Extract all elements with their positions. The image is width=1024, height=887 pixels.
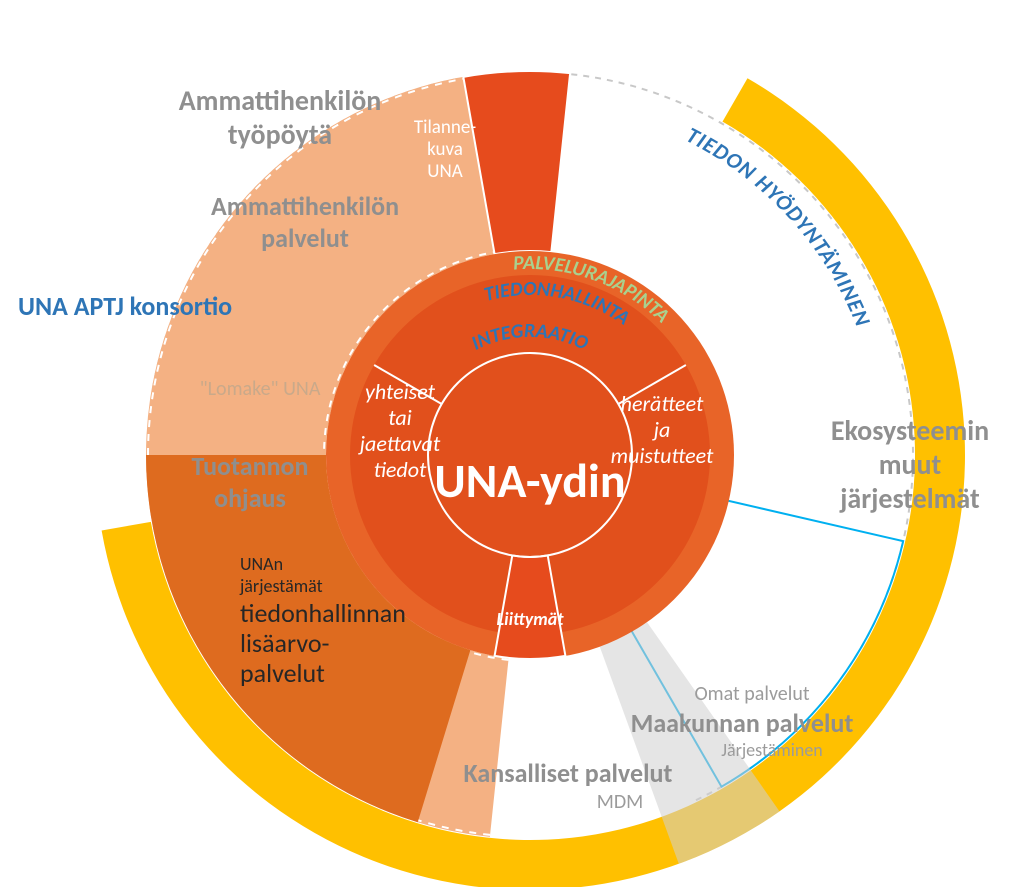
svg-text:UNAn: UNAn bbox=[240, 553, 283, 575]
tilanne-label: kuva bbox=[427, 138, 463, 161]
tuotannon-label: ohjaus bbox=[214, 482, 286, 514]
core-left-list: tai bbox=[388, 404, 411, 431]
ammatti-palvelut: Ammattihenkilön bbox=[211, 190, 399, 222]
core-left-list: tiedot bbox=[374, 456, 427, 483]
kansalliset-label: Kansalliset palvelut bbox=[464, 757, 673, 789]
tilanne-label: UNA bbox=[427, 160, 462, 183]
maakunnan-label: Maakunnan palvelut bbox=[631, 707, 854, 739]
mdm-label: MDM bbox=[597, 790, 644, 814]
core-right-list: muistutteet bbox=[611, 442, 714, 469]
lomake-label: "Lomake" UNA bbox=[200, 377, 321, 401]
core-right-list: herätteet bbox=[621, 390, 704, 417]
core-right-list: ja bbox=[652, 416, 671, 443]
core-title: UNA-ydin bbox=[434, 451, 625, 510]
tilanne-label: Tilanne- bbox=[414, 116, 476, 139]
tuotannon-label: Tuotannon bbox=[192, 450, 309, 482]
svg-text:palvelut: palvelut bbox=[240, 657, 325, 689]
core-left-list: yhteiset bbox=[365, 378, 436, 405]
ekosys-label: muut bbox=[879, 447, 942, 482]
omat-label: Omat palvelut bbox=[694, 682, 809, 706]
svg-text:tiedonhallinnan: tiedonhallinnan bbox=[240, 597, 406, 629]
ammatti-tyopoyta: työpöytä bbox=[228, 117, 332, 152]
svg-text:järjestämät: järjestämät bbox=[239, 575, 323, 597]
ekosys-label: Ekosysteemin bbox=[831, 413, 989, 448]
svg-text:lisäarvo-: lisäarvo- bbox=[240, 627, 330, 659]
jarjestaminen-label: Järjestäminen bbox=[721, 739, 823, 761]
core-left-list: jaettavat bbox=[358, 430, 441, 457]
una-diagram: INTEGRAATIOTIEDONHALLINTAPALVELURAJAPINT… bbox=[0, 0, 1024, 887]
ammatti-palvelut: palvelut bbox=[261, 222, 349, 254]
aptj-label: UNA APTJ konsortio bbox=[18, 290, 232, 322]
liittymat-label: Liittymät bbox=[497, 608, 565, 630]
ekosys-label: järjestelmät bbox=[839, 481, 980, 516]
ammatti-tyopoyta: Ammattihenkilön bbox=[179, 83, 382, 118]
